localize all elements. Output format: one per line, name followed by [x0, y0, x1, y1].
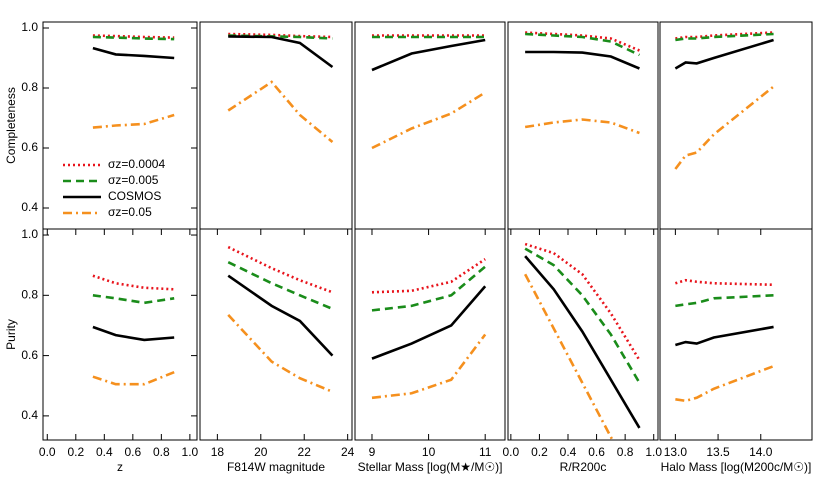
series-line [371, 265, 487, 312]
x-tick-label: 1.0 [182, 445, 199, 459]
series-line [92, 46, 175, 60]
x-tick-label: 0.4 [560, 445, 577, 459]
x-tick-label: 0.6 [124, 445, 141, 459]
x-tick-label: 0.2 [531, 445, 548, 459]
series-line [227, 260, 333, 311]
panel-frame [507, 228, 659, 441]
series-line [674, 85, 775, 170]
x-tick-label: 0.0 [503, 445, 520, 459]
x-tick-label: 14.0 [749, 445, 773, 459]
x-tick-label: 10 [422, 445, 436, 459]
x-tick-label: 9 [369, 445, 376, 459]
y-tick-label: 1.0 [21, 20, 38, 34]
panel-frame [42, 228, 198, 441]
x-tick-label: 1.0 [645, 445, 662, 459]
panel-frame [199, 228, 353, 441]
x-axis-label: Halo Mass [log(M200c/M☉)] [661, 460, 812, 474]
y-tick-label: 0.4 [21, 408, 38, 422]
series-line [523, 273, 614, 440]
series-line [525, 31, 640, 52]
series-line [92, 294, 175, 305]
series-line [371, 258, 486, 294]
x-axis-label: Stellar Mass [log(M★/M☉)] [358, 460, 503, 474]
x-axis-label: R/R200c [560, 460, 607, 474]
plot-area [92, 34, 175, 129]
y-tick-label: 0.8 [21, 80, 38, 94]
y-axis-label: Purity [4, 319, 18, 350]
panel-frame [354, 21, 506, 230]
legend-label: σz=0.05 [108, 205, 152, 219]
series-line [228, 32, 333, 39]
series-line [524, 242, 641, 361]
x-tick-label: 0.4 [96, 445, 113, 459]
x-tick-label: 0.6 [588, 445, 605, 459]
series-line [92, 35, 175, 41]
series-line [227, 314, 333, 393]
series-line [675, 32, 774, 42]
x-tick-label: 20 [254, 445, 268, 459]
series-line [524, 255, 641, 429]
x-tick-label: 0.8 [153, 445, 170, 459]
series-line [92, 113, 175, 129]
series-line [227, 80, 334, 144]
x-tick-label: 18 [211, 445, 225, 459]
plot-area [371, 34, 486, 150]
series-line [371, 38, 486, 72]
y-axis-label: Completeness [4, 87, 18, 164]
series-line [92, 274, 175, 291]
y-tick-label: 0.6 [21, 140, 38, 154]
series-line [92, 34, 175, 39]
x-tick-label: 13.0 [664, 445, 688, 459]
series-line [675, 364, 775, 403]
panel-frame [659, 21, 813, 230]
series-line [675, 278, 774, 287]
plot-area [523, 242, 641, 440]
plot-area [674, 31, 775, 170]
y-tick-label: 1.0 [21, 227, 38, 241]
series-line [371, 333, 487, 400]
plot-area [675, 278, 775, 403]
legend-label: σz=0.0004 [108, 157, 165, 171]
series-line [674, 38, 774, 70]
x-tick-label: 0.2 [67, 445, 84, 459]
x-tick-label: 0.0 [39, 445, 56, 459]
series-line [227, 245, 333, 294]
y-tick-label: 0.6 [21, 348, 38, 362]
series-line [371, 285, 487, 360]
series-line [675, 31, 774, 40]
y-tick-label: 0.4 [21, 200, 38, 214]
series-line [228, 34, 333, 40]
series-line [92, 325, 175, 342]
x-tick-label: 11 [479, 445, 492, 459]
x-tick-label: 22 [298, 445, 312, 459]
series-line [525, 50, 640, 70]
y-tick-label: 0.8 [21, 287, 38, 301]
series-line [675, 294, 774, 308]
legend-label: COSMOS [108, 189, 161, 203]
series-line [371, 91, 486, 150]
plot-area [227, 32, 334, 144]
panel-frame [659, 228, 813, 441]
x-tick-label: 24 [341, 445, 355, 459]
legend-label: σz=0.005 [108, 173, 159, 187]
panel-frame [354, 228, 506, 441]
series-line [525, 32, 640, 57]
x-tick-label: 13.5 [706, 445, 730, 459]
series-line [227, 274, 334, 357]
series-line [524, 247, 641, 384]
plot-area [92, 274, 175, 386]
plot-area [524, 31, 640, 135]
plot-area [371, 258, 487, 400]
x-axis-label: z [117, 460, 123, 474]
series-line [524, 118, 640, 135]
panel-frame [199, 21, 353, 230]
plot-area [227, 245, 334, 393]
x-tick-label: 0.8 [617, 445, 634, 459]
x-axis-label: F814W magnitude [227, 460, 325, 474]
series-line [92, 370, 175, 386]
series-line [675, 325, 774, 347]
series-line [228, 35, 334, 69]
